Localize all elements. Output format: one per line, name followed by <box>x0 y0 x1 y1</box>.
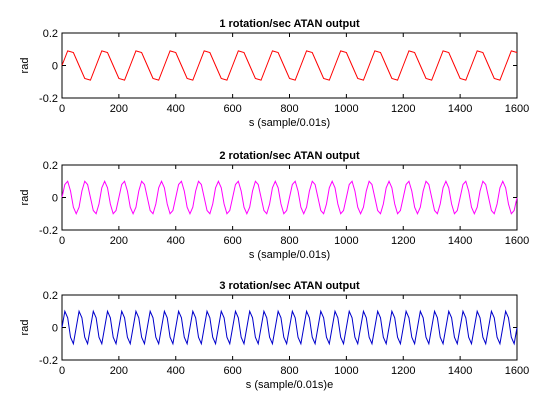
series-line <box>61 180 518 215</box>
x-tick-label: 1200 <box>391 103 415 115</box>
series-line <box>61 50 518 81</box>
x-tick-label: 1400 <box>448 235 472 247</box>
y-axis-label: rad <box>19 58 31 74</box>
x-tick-label: 200 <box>110 235 128 247</box>
series-line <box>61 309 518 346</box>
x-tick-label: 400 <box>167 235 185 247</box>
x-tick-label: 1600 <box>505 365 529 377</box>
x-tick-label: 1600 <box>505 103 529 115</box>
x-tick-label: 1600 <box>505 235 529 247</box>
y-tick-label: -0.2 <box>39 225 58 237</box>
y-tick-label: -0.2 <box>39 93 58 105</box>
y-axis-label: rad <box>19 190 31 206</box>
x-axis-label: s (sample/0.01s)e <box>246 379 333 391</box>
subplot-3: 3 rotation/sec ATAN output 0 200 400 600 800 1… <box>19 280 529 391</box>
chart-title: 2 rotation/sec ATAN output <box>219 150 360 162</box>
x-tick-label: 200 <box>110 365 128 377</box>
x-tick-label: 600 <box>223 235 241 247</box>
chart-title: 1 rotation/sec ATAN output <box>219 18 360 30</box>
y-axis-label: rad <box>19 320 31 336</box>
y-tick-label: 0.2 <box>43 290 58 302</box>
y-tick-label: 0.2 <box>43 28 58 40</box>
x-tick-label: 0 <box>59 365 65 377</box>
x-tick-label: 800 <box>280 235 298 247</box>
subplot-2: 2 rotation/sec ATAN output 0 200 400 600 800 1… <box>19 150 529 261</box>
x-axis-label: s (sample/0.01s) <box>249 249 330 261</box>
x-tick-label: 200 <box>110 103 128 115</box>
y-tick-label: 0 <box>52 61 58 73</box>
x-tick-label: 1400 <box>448 365 472 377</box>
y-tick-label: 0 <box>52 323 58 335</box>
y-tick-label: -0.2 <box>39 355 58 367</box>
x-tick-label: 1200 <box>391 235 415 247</box>
x-tick-label: 400 <box>167 103 185 115</box>
chart-title: 3 rotation/sec ATAN output <box>219 280 360 292</box>
x-tick-label: 600 <box>223 365 241 377</box>
x-tick-label: 1000 <box>334 365 358 377</box>
x-tick-label: 1200 <box>391 365 415 377</box>
x-tick-label: 1000 <box>334 103 358 115</box>
subplot-1: 1 rotation/sec ATAN output 0 200 400 600 800 1… <box>19 18 529 129</box>
x-axis-label: s (sample/0.01s) <box>249 117 330 129</box>
x-tick-label: 0 <box>59 235 65 247</box>
x-tick-label: 800 <box>280 103 298 115</box>
plot-area <box>61 32 518 99</box>
x-tick-label: 1400 <box>448 103 472 115</box>
y-tick-label: 0 <box>52 193 58 205</box>
x-tick-label: 600 <box>223 103 241 115</box>
x-tick-label: 800 <box>280 365 298 377</box>
x-tick-label: 0 <box>59 103 65 115</box>
x-tick-label: 1000 <box>334 235 358 247</box>
x-tick-label: 400 <box>167 365 185 377</box>
y-tick-label: 0.2 <box>43 160 58 172</box>
